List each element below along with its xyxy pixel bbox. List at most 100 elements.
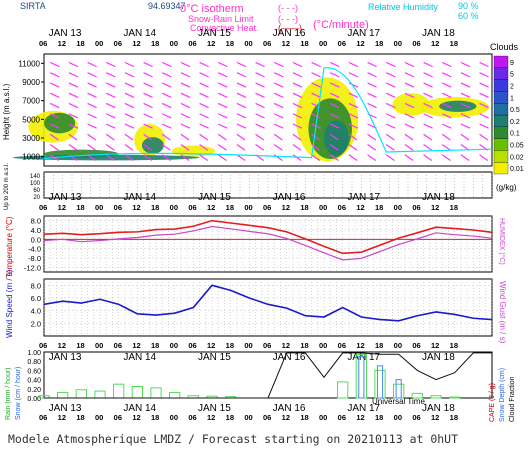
wind-arrow [236, 61, 247, 68]
wind-arrow [180, 133, 190, 141]
bottom-day-label: JAN 16 [273, 403, 306, 414]
wind-arrow [441, 144, 451, 151]
wind-arrow [329, 144, 339, 151]
wind-arrow [217, 102, 228, 109]
wind-arrow [255, 92, 265, 98]
wind-arrow [292, 61, 303, 68]
wind-arrow [367, 61, 377, 68]
cloud-cell [439, 100, 477, 112]
hour-label: 18 [226, 39, 234, 48]
hour-label: 12 [356, 39, 364, 48]
wind-arrow [441, 92, 452, 98]
hour-label-2: 18 [375, 203, 383, 212]
wind-arrow [49, 82, 60, 88]
wind-arrow [143, 72, 153, 78]
colorbar-title: Clouds [490, 42, 519, 52]
wind-arrow [180, 113, 191, 119]
wind-arrow [68, 61, 79, 68]
isotherm-label: 0°C isotherm [180, 3, 244, 15]
temperature-line [43, 219, 493, 255]
hour-label: 12 [132, 39, 140, 48]
wind-arrow [124, 144, 134, 151]
wind-arrow [404, 144, 414, 151]
colorbar-swatch [493, 162, 509, 175]
colorbar-tick: 0.5 [510, 107, 520, 114]
day-label: JAN 16 [273, 28, 306, 39]
wind-arrow [273, 123, 284, 129]
wind-arrow [292, 144, 302, 151]
cloud-cell [12, 154, 200, 161]
wind-arrow [311, 113, 321, 119]
wind-arrow [143, 92, 153, 98]
wind-arrow [49, 113, 60, 119]
wind-arrow [236, 72, 247, 78]
wind-arrow [180, 61, 191, 68]
temperature-panel: 8.04.00.0-4.0-8.0-12.0 Temperature (°C) HU… [5, 215, 506, 278]
ytick-label: 9000 [22, 78, 40, 87]
hour-label-2: 00 [244, 203, 252, 212]
precip-hour-label: 00 [244, 341, 252, 350]
bottom-hour-label: 18 [300, 413, 308, 422]
wind-arrow [255, 133, 265, 141]
wind-arrow [161, 72, 172, 78]
colorbar-swatch [493, 114, 509, 127]
hour-label-2: 12 [58, 203, 66, 212]
wind-arrow [161, 102, 172, 109]
cloud-ylabel2: Up to 200 m a.s.l. [4, 163, 10, 210]
hour-label: 12 [282, 39, 290, 48]
bottom-hour-label: 12 [207, 413, 215, 422]
wind-arrow [87, 133, 97, 141]
day-label: JAN 18 [422, 192, 455, 203]
wind-arrow [404, 72, 415, 78]
precip-hour-label: 06 [39, 341, 47, 350]
wind-arrow [49, 123, 60, 129]
hour-label-2: 00 [394, 203, 402, 212]
wind-arrow [423, 102, 433, 109]
wind-arrow [161, 154, 171, 162]
snow-depth-ylabel: Snow Depth (cm) [499, 368, 506, 422]
wind-arrow [124, 113, 135, 119]
wind-arrow [479, 133, 489, 141]
wind-arrow [479, 154, 489, 162]
wind-arrow [255, 144, 265, 151]
wind-arrow [404, 82, 415, 88]
wind-arrow [105, 82, 116, 88]
snow-ylabel: Snow (cm / hour) [15, 367, 22, 420]
wind-arrow [423, 82, 433, 88]
wind-arrow [441, 72, 452, 78]
wind-arrow [460, 72, 471, 78]
wind-speed-line [43, 284, 493, 322]
wind-arrow [105, 154, 115, 162]
day-label: JAN 17 [347, 28, 380, 39]
wind-arrow [49, 61, 60, 68]
wind-arrow [199, 113, 209, 119]
wind-arrow [161, 61, 172, 68]
wind-arrow [329, 72, 340, 78]
wind-arrow [329, 154, 339, 162]
wind-arrow [161, 123, 172, 129]
wind-arrow [367, 92, 377, 98]
coords: 94.69347 [148, 1, 186, 11]
wind-arrow [329, 82, 340, 88]
colorbar-tick: 0.1 [510, 131, 520, 138]
wind-arrow [236, 154, 246, 162]
wind-arrow [404, 61, 415, 68]
wind-arrow [311, 133, 321, 141]
wind-arrow [124, 133, 134, 141]
precipitation-panel: JAN 13 JAN 13 JAN 14 JAN 14 JAN 15 JAN 15 JAN … [5, 341, 516, 422]
precip-ytick: 0.60 [27, 368, 41, 375]
bottom-day-label: JAN 15 [198, 403, 231, 414]
wind-arrow [199, 61, 209, 68]
colorbar-swatch [493, 91, 509, 104]
precip-day-label: JAN 16 [273, 352, 306, 363]
colorbar-swatch [493, 67, 509, 80]
hour-label: 12 [431, 39, 439, 48]
precip-ytick: 0.80 [27, 359, 41, 366]
hour-label-2: 00 [319, 203, 327, 212]
wind-arrow [255, 102, 265, 109]
wind-arrow [292, 133, 302, 141]
hour-label-2: 06 [263, 203, 271, 212]
wind-arrow [292, 92, 303, 98]
wind-arrow [479, 72, 489, 78]
wind-arrow [292, 102, 303, 109]
